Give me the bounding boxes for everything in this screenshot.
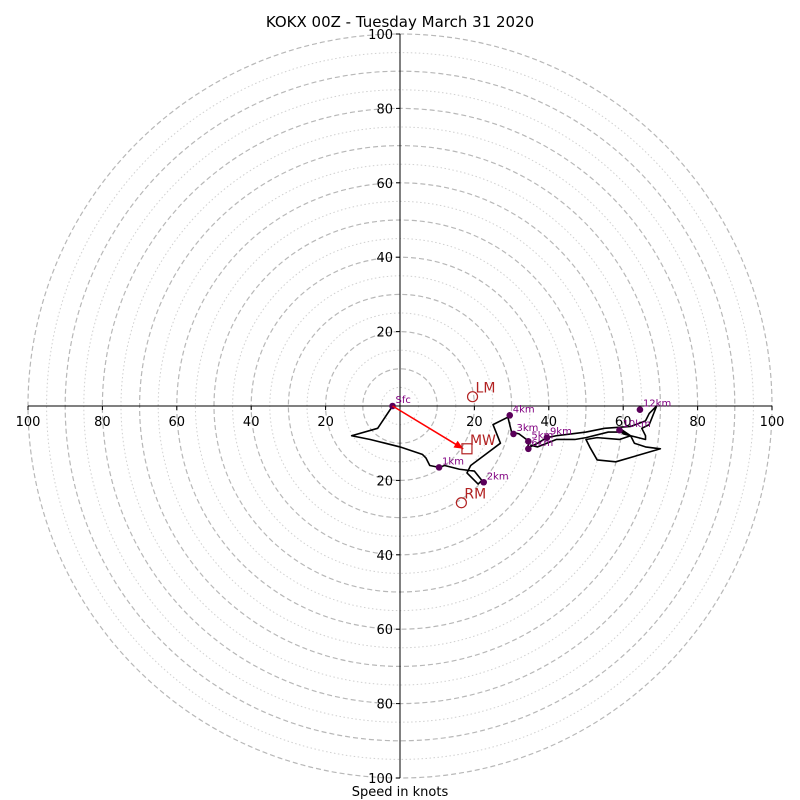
x-tick-label-pos-20: 20 [466,415,483,430]
x-tick-label-neg-60: 60 [169,415,186,430]
x-tick-label-pos-40: 40 [541,415,558,430]
y-tick-label-pos-80: 80 [376,102,393,117]
height-marker-3km [510,430,517,438]
height-label-2km: 2km [487,471,509,482]
height-marker-5km [525,438,532,445]
height-label-sfc: Sfc [396,395,411,406]
height-label-5km: 5km [531,430,553,441]
mean-wind-arrow [392,405,464,450]
y-tick-label-neg-40: 40 [376,549,393,564]
height-label-1km: 1km [442,456,464,467]
storm-label-mw: MW [470,433,496,449]
storm-label-lm: LM [476,381,496,397]
storm-label-rm: RM [464,487,486,503]
height-label-9km: 9km [550,427,572,438]
y-tick-label-pos-40: 40 [376,251,393,266]
height-marker-4km [506,412,514,419]
y-tick-label-neg-80: 80 [376,698,393,713]
x-tick-label-neg-40: 40 [243,415,260,430]
height-marker-10km [616,426,623,434]
x-tick-label-neg-20: 20 [317,415,334,430]
height-label-6km: 6km [531,438,553,449]
height-marker-6km [525,445,532,453]
height-marker-2km [480,478,488,486]
x-tick-label-neg-80: 80 [94,415,111,430]
storm-motion-markers: LM MW RM [392,381,496,509]
height-label-10km: 10km [622,419,650,430]
chart-title: KOKX 00Z - Tuesday March 31 2020 [266,13,534,31]
height-label-4km: 4km [513,404,535,415]
y-tick-label-pos-100: 100 [368,28,393,43]
mean-wind-arrowhead [453,440,464,449]
y-tick-label-pos-60: 60 [376,177,393,192]
axes [28,34,772,778]
y-tick-label-neg-100: 100 [368,772,393,787]
storm-marker-mw [461,443,473,455]
x-tick-label-pos-100: 100 [760,415,785,430]
height-marker-12km [636,406,644,414]
x-axis-label: Speed in knots [352,785,449,800]
x-tick-label-neg-100: 100 [16,415,41,430]
y-tick-label-neg-60: 60 [376,623,393,638]
height-marker-1km [435,464,443,471]
y-tick-label-pos-20: 20 [376,326,393,341]
height-marker-9km [543,434,551,441]
y-tick-label-neg-20: 20 [376,474,393,489]
storm-marker-lm [466,391,479,403]
x-tick-label-pos-80: 80 [689,415,706,430]
storm-marker-rm [455,497,467,509]
height-label-3km: 3km [516,423,538,434]
height-label-12km: 12km [643,399,671,410]
